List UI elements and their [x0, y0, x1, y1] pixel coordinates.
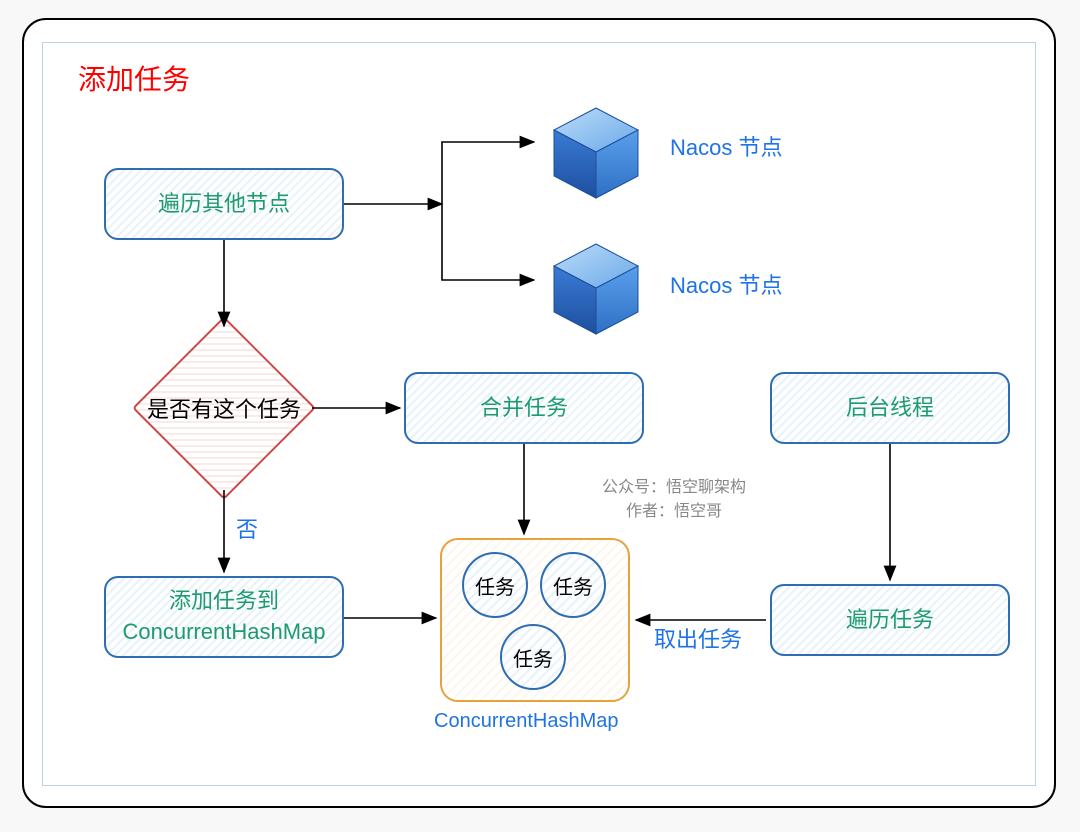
task-bubble-2: 任务: [540, 552, 606, 618]
task-label: 任务: [553, 571, 593, 600]
task-bubble-3: 任务: [500, 624, 566, 690]
cube-label-1: Nacos 节点: [670, 130, 782, 162]
watermark-line1: 公众号：悟空聊架构: [602, 476, 746, 500]
node-label-line2: ConcurrentHashMap: [123, 617, 326, 648]
decision-has-task: 是否有这个任务: [159, 343, 289, 473]
node-iterate-task: 遍历任务: [770, 584, 1010, 656]
node-bg-thread: 后台线程: [770, 372, 1010, 444]
node-label: 合并任务: [480, 393, 568, 424]
watermark-line2: 作者：悟空哥: [602, 500, 746, 524]
node-label-line1: 添加任务到: [169, 586, 279, 617]
edge-label-take: 取出任务: [654, 622, 742, 654]
diamond-label: 是否有这个任务: [147, 392, 301, 424]
pool-caption: ConcurrentHashMap: [434, 710, 619, 733]
node-iterate-other: 遍历其他节点: [104, 168, 344, 240]
watermark: 公众号：悟空聊架构 作者：悟空哥: [602, 476, 746, 524]
node-label: 遍历其他节点: [158, 189, 290, 220]
node-label: 遍历任务: [846, 605, 934, 636]
diagram-title: 添加任务: [78, 58, 190, 98]
task-label: 任务: [513, 643, 553, 672]
edge-label-no: 否: [236, 512, 258, 544]
task-label: 任务: [475, 571, 515, 600]
task-bubble-1: 任务: [462, 552, 528, 618]
node-add-to-map: 添加任务到 ConcurrentHashMap: [104, 576, 344, 658]
cube-label-2: Nacos 节点: [670, 268, 782, 300]
node-label: 后台线程: [846, 393, 934, 424]
node-merge-task: 合并任务: [404, 372, 644, 444]
